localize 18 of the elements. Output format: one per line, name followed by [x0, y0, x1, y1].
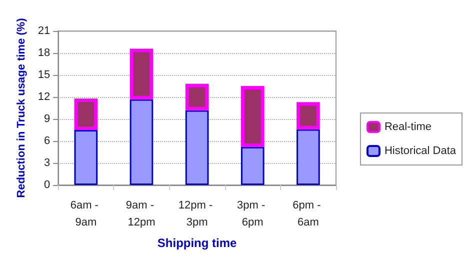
- y-tick-label: 12: [38, 91, 50, 103]
- y-axis-title: Reduction in Truck usage time (%): [16, 18, 28, 198]
- bar: [296, 129, 320, 185]
- y-tick-label: 0: [44, 179, 50, 191]
- x-tick-label: 6am - 9am: [70, 200, 102, 228]
- y-tick-label: 3: [44, 157, 50, 169]
- x-tick-label: 3pm - 6pm: [237, 200, 268, 228]
- y-tick-label: 6: [44, 135, 50, 147]
- y-tick-label: 18: [38, 47, 50, 59]
- x-tick-label: 9am - 12pm: [126, 200, 158, 228]
- y-tick-label: 9: [44, 113, 50, 125]
- y-tick-label: 21: [38, 25, 50, 37]
- x-axis-title: Shipping time: [157, 236, 238, 250]
- x-tick-label: 6pm - 6am: [292, 200, 324, 228]
- y-tick-label: 15: [38, 69, 50, 81]
- legend-label: Real-time: [384, 121, 432, 133]
- legend-label: Historical Data: [384, 145, 457, 157]
- x-tick-label: 12pm - 3pm: [178, 200, 216, 228]
